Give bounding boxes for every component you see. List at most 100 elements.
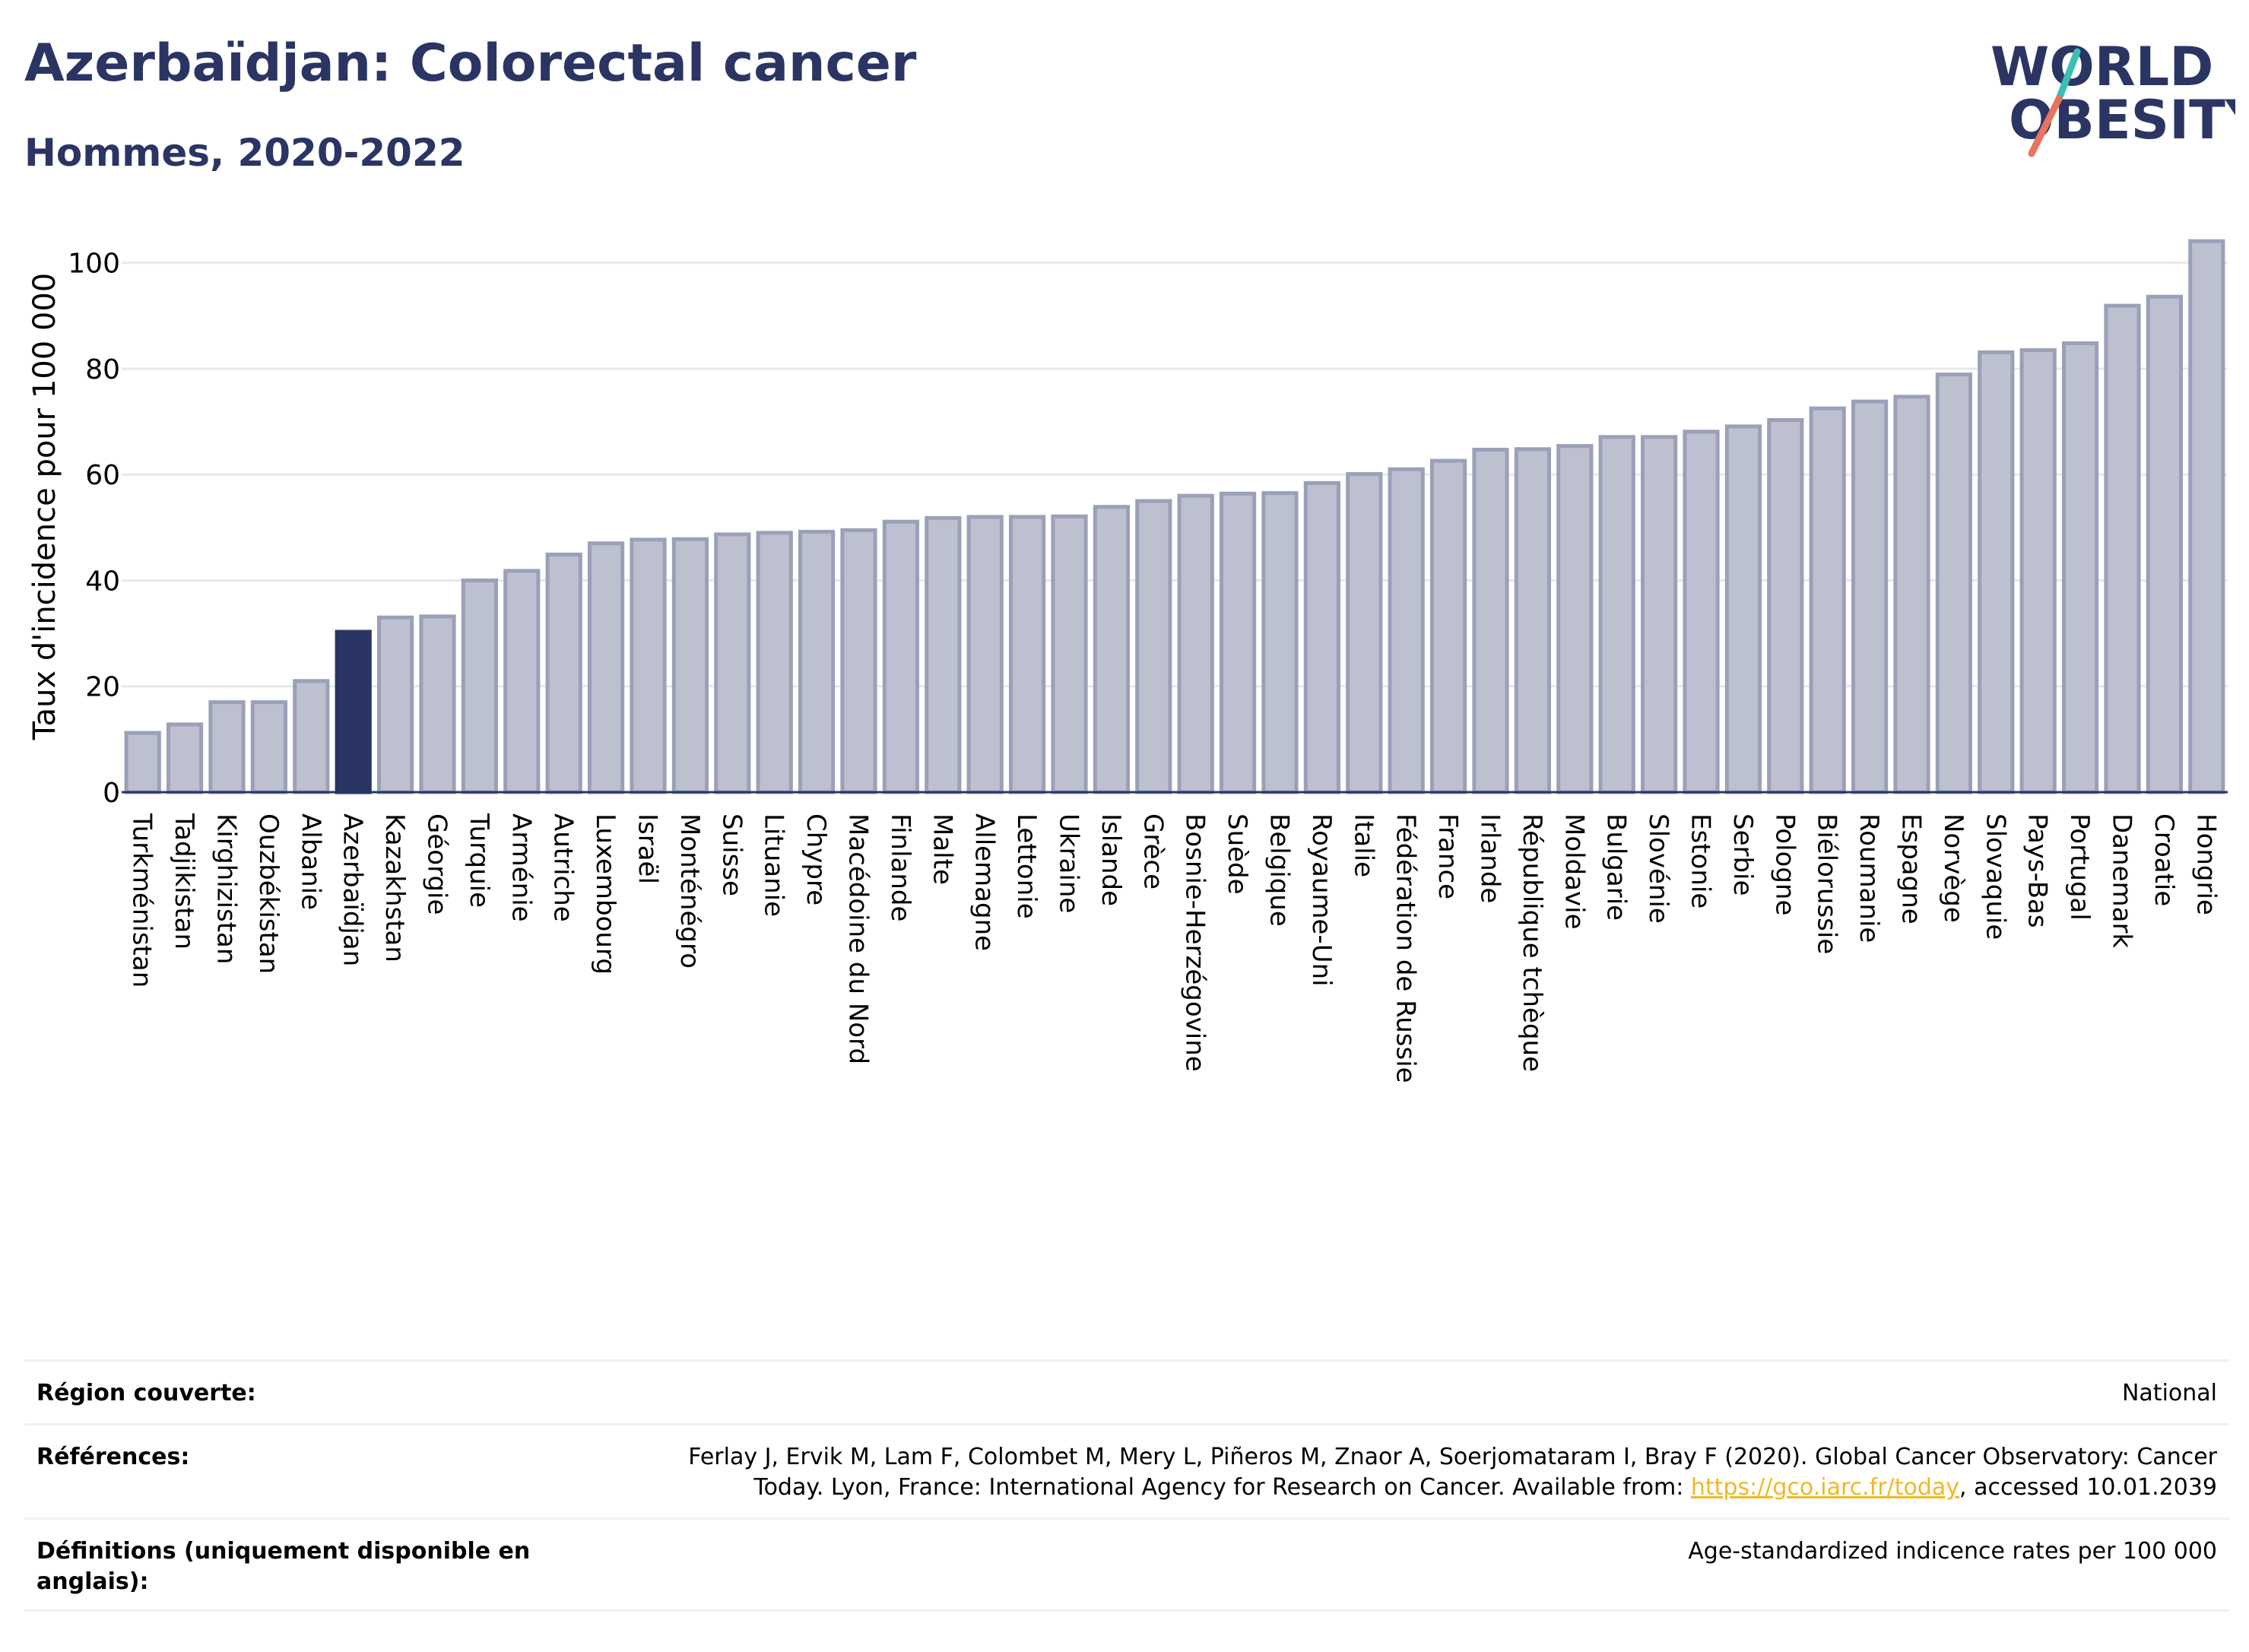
x-tick-label: Norvège	[1938, 813, 1968, 923]
y-tick-label: 60	[85, 460, 120, 491]
x-tick-label: Italie	[1348, 813, 1378, 877]
chart-subtitle: Hommes, 2020-2022	[24, 131, 465, 175]
bar	[714, 532, 751, 794]
y-tick-label: 0	[103, 778, 120, 809]
bar	[1935, 373, 1973, 794]
bar	[2019, 348, 2057, 794]
bar	[1978, 350, 2015, 794]
bar	[2188, 239, 2225, 794]
x-tick-label: Tadjikistan	[169, 813, 199, 950]
bar	[1051, 514, 1088, 794]
x-tick-label: Espagne	[1896, 813, 1927, 924]
x-tick-label: Suisse	[716, 813, 747, 896]
logo-line1: WORLD	[1990, 36, 2213, 98]
x-tick-label: Arménie	[506, 813, 536, 922]
x-tick-label: Bosnie-Herzégovine	[1180, 813, 1210, 1072]
bar	[1472, 447, 1509, 794]
x-tick-label: Ouzbékistan	[253, 813, 284, 974]
bar	[1135, 499, 1172, 794]
x-tick-label: Biélorussie	[1812, 813, 1842, 954]
bar	[1683, 430, 1720, 794]
x-tick-label: Kazakhstan	[379, 813, 410, 962]
bar	[1429, 458, 1467, 794]
y-tick-labels: 0 20 40 60 80 100	[68, 249, 120, 809]
x-tick-label: Allemagne	[969, 813, 1000, 951]
x-tick-label: Suède	[1222, 813, 1252, 895]
bars	[124, 239, 2225, 794]
x-tick-label: Luxembourg	[590, 813, 620, 975]
y-tick-label: 100	[68, 249, 120, 280]
x-tick-label: Israël	[633, 813, 663, 884]
info-row-references: Références: Ferlay J, Ervik M, Lam F, Co…	[24, 1423, 2229, 1517]
x-tick-label: Hongrie	[2190, 813, 2221, 915]
references-value: Ferlay J, Ervik M, Lam F, Colombet M, Me…	[582, 1442, 2229, 1503]
x-tick-label: Roumanie	[1854, 813, 1884, 943]
x-tick-label: Géorgie	[422, 813, 452, 915]
bar	[1851, 399, 1889, 794]
y-axis-label: Taux d'incidence pour 100 000	[27, 273, 62, 740]
bar	[1556, 444, 1594, 794]
bar	[840, 528, 877, 794]
chart-title: Azerbaïdjan: Colorectal cancer	[24, 33, 917, 94]
bar	[1388, 467, 1425, 794]
x-tick-label: Autriche	[548, 813, 579, 922]
bar	[1724, 424, 1762, 794]
x-tick-label: République tchèque	[1517, 813, 1547, 1072]
x-tick-label: Malte	[927, 813, 957, 885]
bar	[798, 529, 836, 794]
x-tick-label: Lettonie	[1011, 813, 1042, 919]
bar	[630, 537, 667, 794]
bar	[925, 515, 962, 794]
x-tick-label: Slovaquie	[1980, 813, 2010, 940]
definitions-value: Age-standardized indicence rates per 100…	[1688, 1538, 2217, 1565]
bar	[545, 552, 582, 794]
x-tick-label: Chypre	[801, 813, 831, 905]
x-tick-label: Ukraine	[1054, 813, 1084, 913]
references-line2-pre: Today. Lyon, France: International Agenc…	[753, 1474, 1691, 1501]
y-tick-label: 80	[85, 354, 120, 385]
x-tick-label: Islande	[1096, 813, 1126, 906]
x-tick-label: Lituanie	[759, 813, 789, 917]
references-line2: Today. Lyon, France: International Agenc…	[582, 1473, 2217, 1503]
bar-chart: 0 20 40 60 80 100 Turkménistan Tadjikistan Kirg…	[27, 239, 2228, 1083]
x-tick-label: Finlande	[885, 813, 915, 921]
bar	[503, 569, 541, 794]
x-tick-label: Danemark	[2107, 813, 2137, 948]
bar	[966, 515, 1004, 794]
x-tick-label: Albanie	[295, 813, 325, 910]
bar	[1346, 472, 1383, 794]
x-tick-label: Azerbaïdjan	[338, 813, 368, 966]
info-row-region: Région couverte: National	[24, 1359, 2229, 1423]
bar	[1261, 491, 1299, 794]
bar	[376, 615, 414, 794]
references-link[interactable]: https://gco.iarc.fr/today	[1690, 1474, 1960, 1501]
region-value: National	[2121, 1380, 2217, 1406]
logo-slash-teal	[2055, 48, 2081, 103]
x-tick-label: Pologne	[1769, 813, 1800, 915]
bar	[1893, 395, 1930, 794]
bar	[1767, 418, 1804, 794]
bar	[2061, 341, 2099, 794]
x-tick-label: Pays-Bas	[2022, 813, 2053, 928]
logo-slash-coral	[2028, 95, 2063, 157]
bar	[1598, 435, 1635, 794]
x-tick-label: Serbie	[1727, 813, 1758, 896]
x-tick-label: Turquie	[464, 813, 494, 908]
x-tick-label: Slovénie	[1643, 813, 1673, 924]
info-table: Région couverte: National Références: Fe…	[24, 1359, 2229, 1612]
bar	[1093, 505, 1131, 794]
x-tick-label: Estonie	[1686, 813, 1716, 908]
bar	[1514, 447, 1552, 794]
bar	[2146, 294, 2184, 794]
x-tick-label: Monténégro	[674, 813, 705, 969]
bar	[461, 578, 499, 794]
bar	[124, 731, 161, 794]
x-tick-label: Croatie	[2149, 813, 2179, 906]
x-tick-label: Bulgarie	[1601, 813, 1632, 921]
bar	[293, 679, 330, 794]
references-line2-post: , accessed 10.01.2039	[1959, 1474, 2217, 1501]
references-label: Références:	[36, 1444, 190, 1470]
bar	[250, 700, 288, 794]
x-tick-label: Royaume-Uni	[1306, 813, 1337, 987]
x-tick-label: Belgique	[1264, 813, 1295, 927]
